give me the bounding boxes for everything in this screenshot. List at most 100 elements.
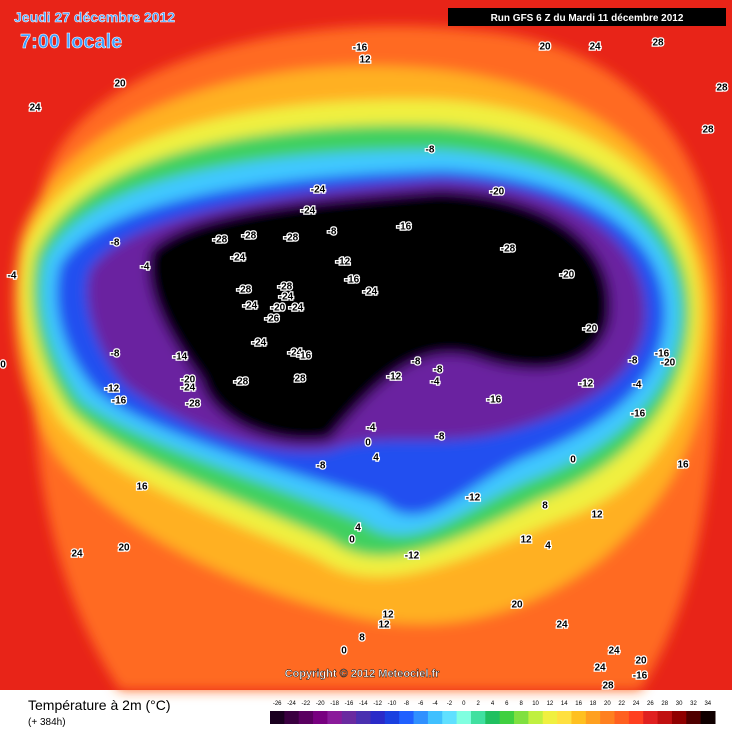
contour-label: -4 [8, 271, 17, 282]
contour-label: 20 [118, 543, 130, 554]
color-swatch [614, 711, 630, 724]
colorbar-tick-label: 32 [690, 701, 697, 707]
contour-label: -24 [243, 301, 258, 312]
color-swatch [557, 711, 572, 724]
contour-label: 20 [635, 656, 647, 667]
color-swatch [528, 711, 544, 724]
contour-label: -24 [279, 292, 294, 303]
color-swatch [571, 711, 587, 724]
colorbar-tick-label: -12 [373, 701, 382, 707]
contour-label: -24 [289, 303, 304, 314]
contour-label: -8 [629, 356, 638, 367]
contour-label: -16 [345, 275, 360, 286]
colorbar-tick-label: 14 [561, 701, 568, 707]
contour-label: -24 [181, 383, 196, 394]
color-swatch [313, 711, 328, 724]
colorbar-tick-label: -24 [287, 701, 296, 707]
legend-title: Température à 2m (°C) [28, 697, 171, 713]
contour-label: -20 [490, 187, 505, 198]
contour-label: -24 [288, 348, 303, 359]
colorbar-tick-label: 0 [462, 701, 466, 707]
colorbar-tick-label: 8 [520, 701, 524, 707]
contour-label: -28 [237, 285, 252, 296]
contour-label: -28 [501, 244, 516, 255]
contour-label: 0 [570, 455, 576, 466]
contour-label: 4 [355, 523, 361, 534]
colorbar-tick-label: 26 [647, 701, 654, 707]
contour-label: 24 [589, 42, 601, 53]
temperature-map [0, 0, 732, 691]
contour-label: -16 [655, 349, 670, 360]
color-swatch [686, 711, 702, 724]
colorbar-tick-label: 22 [618, 701, 625, 707]
colorbar-tick-label: -26 [273, 701, 282, 707]
color-swatch [628, 711, 644, 724]
color-swatch [442, 711, 458, 724]
contour-label: -12 [387, 372, 402, 383]
colorbar-tick-label: -18 [330, 701, 339, 707]
contour-label: -16 [297, 351, 312, 362]
colorbar-tick-label: -22 [302, 701, 311, 707]
contour-label: -24 [231, 253, 246, 264]
local-time: 7:00 locale [20, 31, 122, 53]
color-swatch [600, 711, 616, 724]
contour-label: 24 [594, 663, 606, 674]
date: Jeudi 27 décembre 2012 [14, 9, 175, 25]
color-swatch [270, 711, 285, 724]
color-swatch [427, 711, 443, 724]
contour-label: 12 [382, 610, 394, 621]
color-swatch [514, 711, 529, 724]
colorbar-tick-label: -2 [447, 701, 453, 707]
contour-label: -8 [328, 227, 337, 238]
colorbar-tick-label: 28 [661, 701, 668, 707]
color-swatch [356, 711, 371, 724]
contour-label: 12 [520, 535, 532, 546]
color-swatch [643, 711, 659, 724]
contour-label: 0 [365, 438, 371, 449]
contour-label: -28 [284, 233, 299, 244]
contour-label: -12 [105, 384, 120, 395]
colorbar-tick-label: 30 [676, 701, 683, 707]
run-box [448, 8, 726, 26]
color-swatch [370, 711, 386, 724]
contour-label: 28 [294, 374, 306, 385]
contour-label: -8 [412, 357, 421, 368]
contour-label: -28 [278, 282, 293, 293]
colorbar-tick-label: 10 [532, 701, 539, 707]
contour-label: -8 [111, 349, 120, 360]
contour-label: -20 [560, 270, 575, 281]
colorbar-tick-label: 4 [491, 701, 495, 707]
contour-label: 4 [373, 453, 379, 464]
contour-label: -20 [181, 375, 196, 386]
contour-label: 24 [71, 549, 83, 560]
contour-label: 8 [542, 501, 548, 512]
colorbar-tick-label: 24 [633, 701, 640, 707]
contour-label: -24 [363, 287, 378, 298]
color-swatch [298, 711, 314, 724]
colorbar-tick-label: 12 [547, 701, 554, 707]
contour-label: -16 [487, 395, 502, 406]
colorbar: -26 -24 -22 -20 -18 -16 -14 -12 -10 -8 -6 -4 -2 0 2 4 6 8… [270, 701, 716, 724]
color-swatch [657, 711, 673, 724]
contour-label: -24 [252, 338, 267, 349]
contour-label: -20 [271, 303, 286, 314]
colorbar-tick-label: 6 [505, 701, 509, 707]
contour-label: -4 [141, 262, 150, 273]
contour-label: 28 [602, 681, 614, 692]
contour-label: 12 [359, 55, 371, 66]
colorbar-tick-label: -6 [418, 701, 424, 707]
contour-label: -8 [317, 461, 326, 472]
contour-label: -4 [633, 380, 642, 391]
colorbar-tick-label: 16 [575, 701, 582, 707]
contour-label: 24 [556, 620, 568, 631]
colorbar-tick-label: -20 [316, 701, 325, 707]
contour-label: -16 [631, 409, 646, 420]
colorbar-tick-label: -10 [388, 701, 397, 707]
contour-label: -20 [661, 358, 676, 369]
contour-label: -24 [301, 206, 316, 217]
color-swatch [341, 711, 357, 724]
contour-label: -28 [186, 399, 201, 410]
run-info: Run GFS 6 Z du Mardi 11 décembre 2012 [491, 13, 684, 24]
